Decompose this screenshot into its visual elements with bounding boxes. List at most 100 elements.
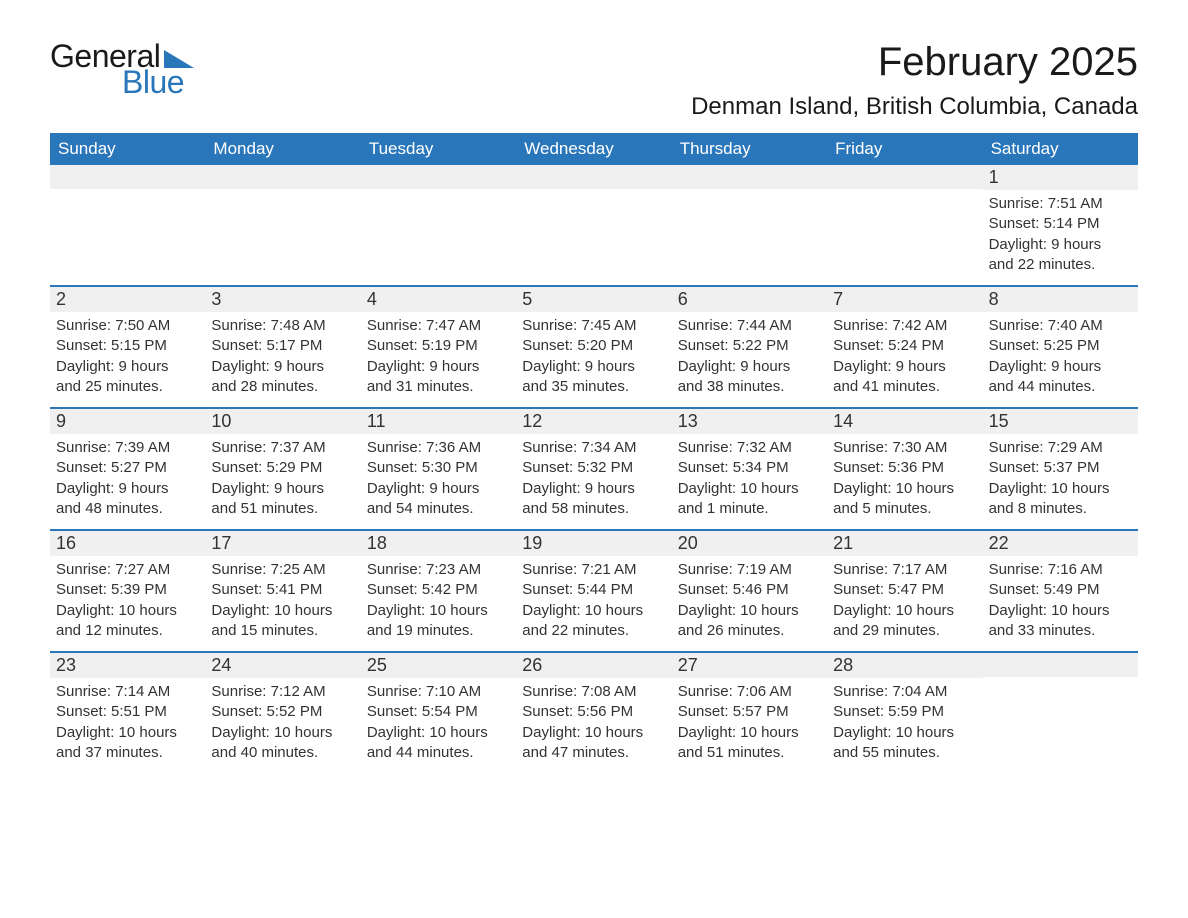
month-title: February 2025	[691, 40, 1138, 85]
day-sunrise: Sunrise: 7:36 AM	[367, 438, 512, 458]
calendar-day-cell: 18Sunrise: 7:23 AMSunset: 5:42 PMDayligh…	[361, 531, 516, 651]
day-daylight1: Daylight: 9 hours	[56, 479, 201, 499]
day-sunrise: Sunrise: 7:06 AM	[678, 682, 823, 702]
day-daylight2: and 54 minutes.	[367, 499, 512, 519]
day-sunrise: Sunrise: 7:19 AM	[678, 560, 823, 580]
day-sunrise: Sunrise: 7:29 AM	[989, 438, 1134, 458]
calendar-day-cell	[516, 165, 671, 285]
date-number: 28	[827, 653, 982, 678]
day-sunset: Sunset: 5:27 PM	[56, 458, 201, 478]
day-daylight1: Daylight: 9 hours	[367, 357, 512, 377]
calendar-day-cell: 19Sunrise: 7:21 AMSunset: 5:44 PMDayligh…	[516, 531, 671, 651]
day-sunrise: Sunrise: 7:16 AM	[989, 560, 1134, 580]
day-details: Sunrise: 7:45 AMSunset: 5:20 PMDaylight:…	[520, 316, 667, 397]
brand-logo: General Blue	[50, 40, 194, 98]
day-daylight1: Daylight: 10 hours	[211, 601, 356, 621]
date-number	[672, 165, 827, 189]
calendar-day-cell: 1Sunrise: 7:51 AMSunset: 5:14 PMDaylight…	[983, 165, 1138, 285]
day-sunset: Sunset: 5:30 PM	[367, 458, 512, 478]
day-daylight2: and 1 minute.	[678, 499, 823, 519]
day-daylight2: and 19 minutes.	[367, 621, 512, 641]
day-daylight1: Daylight: 10 hours	[56, 601, 201, 621]
weekday-header: Saturday	[983, 133, 1138, 165]
calendar-week: 23Sunrise: 7:14 AMSunset: 5:51 PMDayligh…	[50, 651, 1138, 773]
day-sunrise: Sunrise: 7:50 AM	[56, 316, 201, 336]
day-sunset: Sunset: 5:19 PM	[367, 336, 512, 356]
weekday-header: Sunday	[50, 133, 205, 165]
day-sunset: Sunset: 5:25 PM	[989, 336, 1134, 356]
day-details: Sunrise: 7:10 AMSunset: 5:54 PMDaylight:…	[365, 682, 512, 763]
day-daylight1: Daylight: 9 hours	[211, 357, 356, 377]
day-sunset: Sunset: 5:32 PM	[522, 458, 667, 478]
day-daylight2: and 55 minutes.	[833, 743, 978, 763]
calendar-day-cell: 26Sunrise: 7:08 AMSunset: 5:56 PMDayligh…	[516, 653, 671, 773]
day-sunrise: Sunrise: 7:30 AM	[833, 438, 978, 458]
day-daylight1: Daylight: 10 hours	[522, 723, 667, 743]
day-sunrise: Sunrise: 7:32 AM	[678, 438, 823, 458]
date-number: 16	[50, 531, 205, 556]
day-daylight2: and 44 minutes.	[367, 743, 512, 763]
day-daylight2: and 51 minutes.	[678, 743, 823, 763]
day-daylight1: Daylight: 10 hours	[56, 723, 201, 743]
calendar-day-cell: 3Sunrise: 7:48 AMSunset: 5:17 PMDaylight…	[205, 287, 360, 407]
day-daylight1: Daylight: 9 hours	[367, 479, 512, 499]
day-daylight1: Daylight: 9 hours	[989, 235, 1134, 255]
day-details: Sunrise: 7:23 AMSunset: 5:42 PMDaylight:…	[365, 560, 512, 641]
date-number: 11	[361, 409, 516, 434]
day-daylight2: and 40 minutes.	[211, 743, 356, 763]
day-daylight1: Daylight: 10 hours	[211, 723, 356, 743]
day-daylight1: Daylight: 10 hours	[367, 723, 512, 743]
day-details: Sunrise: 7:17 AMSunset: 5:47 PMDaylight:…	[831, 560, 978, 641]
day-daylight2: and 47 minutes.	[522, 743, 667, 763]
day-daylight1: Daylight: 9 hours	[211, 479, 356, 499]
calendar-day-cell: 22Sunrise: 7:16 AMSunset: 5:49 PMDayligh…	[983, 531, 1138, 651]
date-number: 10	[205, 409, 360, 434]
day-sunrise: Sunrise: 7:37 AM	[211, 438, 356, 458]
day-sunrise: Sunrise: 7:44 AM	[678, 316, 823, 336]
day-details: Sunrise: 7:47 AMSunset: 5:19 PMDaylight:…	[365, 316, 512, 397]
day-daylight1: Daylight: 10 hours	[522, 601, 667, 621]
weekday-header-row: SundayMondayTuesdayWednesdayThursdayFrid…	[50, 133, 1138, 165]
day-details: Sunrise: 7:37 AMSunset: 5:29 PMDaylight:…	[209, 438, 356, 519]
day-details: Sunrise: 7:29 AMSunset: 5:37 PMDaylight:…	[987, 438, 1134, 519]
day-sunrise: Sunrise: 7:51 AM	[989, 194, 1134, 214]
day-sunset: Sunset: 5:41 PM	[211, 580, 356, 600]
day-daylight1: Daylight: 10 hours	[367, 601, 512, 621]
calendar-day-cell	[827, 165, 982, 285]
day-sunrise: Sunrise: 7:17 AM	[833, 560, 978, 580]
calendar-day-cell: 17Sunrise: 7:25 AMSunset: 5:41 PMDayligh…	[205, 531, 360, 651]
day-daylight2: and 26 minutes.	[678, 621, 823, 641]
weekday-header: Wednesday	[516, 133, 671, 165]
day-sunset: Sunset: 5:49 PM	[989, 580, 1134, 600]
date-number: 21	[827, 531, 982, 556]
day-details: Sunrise: 7:19 AMSunset: 5:46 PMDaylight:…	[676, 560, 823, 641]
day-sunset: Sunset: 5:52 PM	[211, 702, 356, 722]
day-sunrise: Sunrise: 7:40 AM	[989, 316, 1134, 336]
weekday-header: Friday	[827, 133, 982, 165]
date-number: 27	[672, 653, 827, 678]
day-sunset: Sunset: 5:54 PM	[367, 702, 512, 722]
day-daylight1: Daylight: 10 hours	[989, 479, 1134, 499]
day-daylight1: Daylight: 10 hours	[678, 601, 823, 621]
day-daylight2: and 22 minutes.	[989, 255, 1134, 275]
day-daylight2: and 22 minutes.	[522, 621, 667, 641]
calendar-day-cell: 11 Sunrise: 7:36 AMSunset: 5:30 PMDayligh…	[361, 409, 516, 529]
day-daylight2: and 28 minutes.	[211, 377, 356, 397]
day-details: Sunrise: 7:21 AMSunset: 5:44 PMDaylight:…	[520, 560, 667, 641]
calendar-day-cell: 13Sunrise: 7:32 AMSunset: 5:34 PMDayligh…	[672, 409, 827, 529]
header: General Blue February 2025 Denman Island…	[50, 40, 1138, 121]
date-number: 6	[672, 287, 827, 312]
day-sunset: Sunset: 5:29 PM	[211, 458, 356, 478]
date-number: 1	[983, 165, 1138, 190]
day-daylight2: and 31 minutes.	[367, 377, 512, 397]
brand-word2: Blue	[122, 66, 184, 98]
calendar-day-cell	[983, 653, 1138, 773]
date-number: 15	[983, 409, 1138, 434]
day-sunset: Sunset: 5:36 PM	[833, 458, 978, 478]
weekday-header: Thursday	[672, 133, 827, 165]
day-sunrise: Sunrise: 7:23 AM	[367, 560, 512, 580]
date-number: 20	[672, 531, 827, 556]
day-details: Sunrise: 7:04 AMSunset: 5:59 PMDaylight:…	[831, 682, 978, 763]
date-number: 26	[516, 653, 671, 678]
day-details: Sunrise: 7:39 AMSunset: 5:27 PMDaylight:…	[54, 438, 201, 519]
